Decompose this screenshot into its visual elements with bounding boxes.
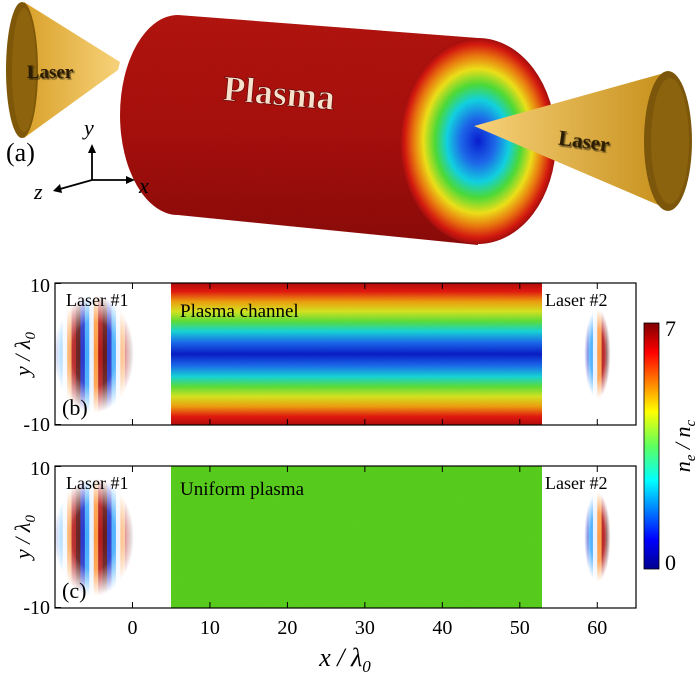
plasma-cylinder [120,15,556,245]
panel-b-ylabel: y / λ0 [10,332,39,378]
x-tick-label: 40 [432,617,452,639]
axis-x-label: x [138,173,149,198]
colorbar-min-label: 0 [665,550,676,575]
panel-c-ytick-bottom: -10 [23,597,50,619]
panel-a-label: (a) [6,138,35,167]
panel-b-frame [54,282,637,426]
panel-b-laser2-label: Laser #2 [545,290,607,310]
panel-b-laser1-label: Laser #1 [66,290,128,310]
panel-c-annotation: Uniform plasma [180,479,305,500]
panel-c-frame [54,465,637,609]
colorbar-title: ne / nc [670,419,699,472]
panel-c-ytick-top: 10 [30,458,50,480]
panel-c-laser1 [53,478,135,596]
laser-cone-right [474,71,692,211]
x-tick-label: 50 [510,617,530,639]
x-tick-labels: 0 10 20 30 40 50 60 [127,617,607,639]
panel-b-label: (b) [62,395,88,420]
colorbar-gradient [643,322,660,570]
panel-c-label: (c) [62,578,86,603]
panel-c-laser2 [584,492,611,582]
laser-cone-left [6,2,120,138]
panel-b: Laser #1 Laser #2 Plasma channel (b) 10 … [10,275,637,436]
panel-c-laser2-label: Laser #2 [545,473,607,493]
panel-b-laser1 [53,295,135,413]
x-axis-label: x / λ0 [318,643,371,676]
panel-c: Laser #1 Laser #2 Uniform plasma (c) 10 … [10,458,637,619]
x-tick-label: 10 [200,617,220,639]
colorbar-max-label: 7 [665,316,676,341]
x-tick-label: 60 [587,617,607,639]
panel-c-laser1-label: Laser #1 [66,473,128,493]
panel-a-illustration: Laser Plasma Laser (a) y x z [6,2,692,245]
panel-c-ylabel: y / λ0 [10,515,39,561]
x-tick-label: 0 [127,617,137,639]
x-tick-label: 30 [355,617,375,639]
panel-b-annotation: Plasma channel [180,301,299,322]
panel-b-ytick-bottom: -10 [23,414,50,436]
colorbar: 7 0 ne / nc [643,316,699,575]
panel-b-laser2 [584,309,611,399]
panel-b-ytick-top: 10 [30,275,50,297]
axis-z-label: z [33,179,43,204]
axis-y-label: y [82,115,94,140]
coordinate-axes [53,144,135,193]
laser-left-label: Laser [27,62,74,83]
x-tick-label: 20 [277,617,297,639]
